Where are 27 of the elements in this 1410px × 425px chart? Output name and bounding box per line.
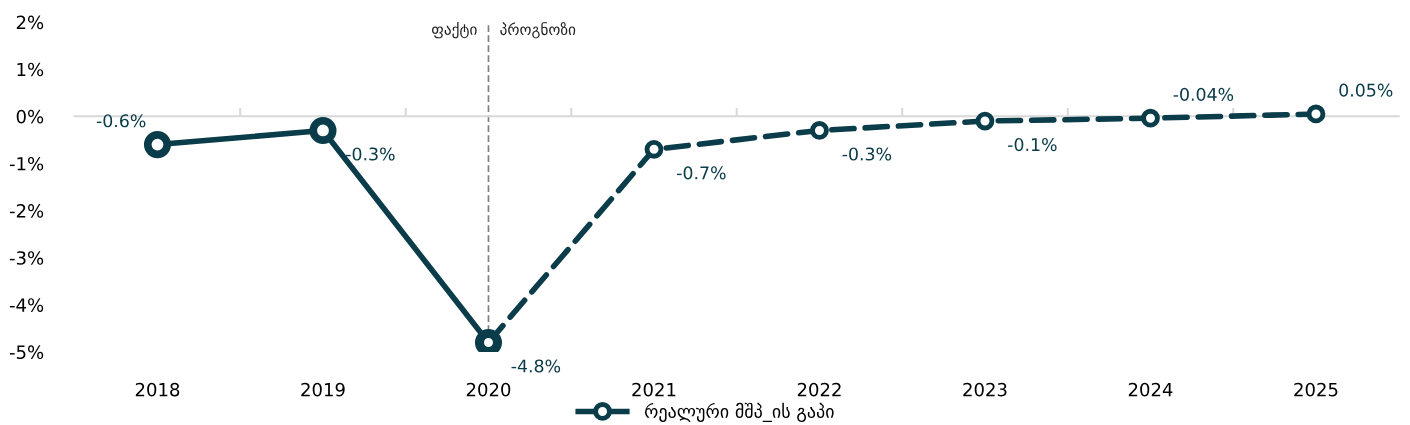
x-tick-label: 2025: [1294, 382, 1338, 397]
y-tick-label: 0%: [16, 109, 44, 124]
data-label: -0.1%: [1008, 138, 1057, 152]
x-tick-label: 2020: [466, 382, 511, 397]
annotation: ფაქტი: [432, 22, 477, 39]
data-label: -0.6%: [96, 114, 146, 128]
data-label: 0.05%: [1339, 83, 1393, 97]
y-tick-label: -1%: [9, 156, 44, 171]
y-tick-label: -2%: [9, 204, 44, 218]
x-tick-label: 2023: [963, 382, 1007, 397]
x-tick-label: 2022: [797, 382, 841, 397]
x-tick-label: 2024: [1128, 382, 1173, 397]
x-tick-label: 2018: [135, 382, 180, 397]
data-label: -0.04%: [1173, 87, 1234, 101]
y-tick-label: -5%: [9, 345, 44, 360]
y-tick-label: 2%: [16, 15, 44, 30]
legend-label: რეალური მშპ_ის გაპი: [644, 402, 834, 423]
data-label: -0.3%: [842, 147, 892, 161]
data-label: -0.7%: [677, 166, 726, 180]
y-tick-label: -4%: [9, 298, 44, 312]
annotation: პროგნოზი: [500, 22, 576, 39]
data-label: -0.3%: [346, 147, 395, 161]
data-label: -4.8%: [511, 359, 561, 373]
x-tick-label: 2021: [632, 382, 676, 397]
y-tick-label: -3%: [9, 251, 44, 265]
y-tick-label: 1%: [17, 62, 44, 77]
x-tick-label: 2019: [301, 382, 345, 397]
